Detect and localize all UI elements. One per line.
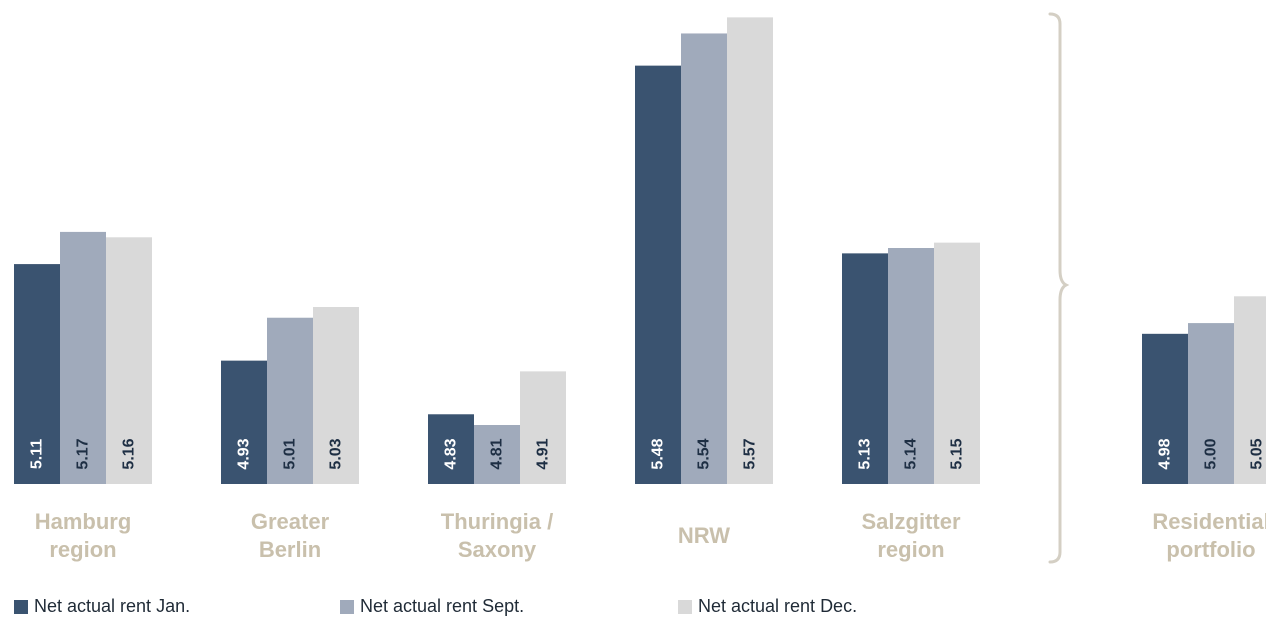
legend-label-sept: Net actual rent Sept.	[360, 596, 525, 616]
category-label-0-line-1: region	[49, 537, 116, 562]
category-label-2-line-0: Thuringia /	[441, 509, 553, 534]
bar-value-label-dec-2: 4.91	[535, 438, 552, 469]
bar-value-label-jan-0: 5.11	[29, 439, 46, 469]
bar-value-label-sept-3: 5.54	[696, 438, 713, 469]
bar-value-label-dec-1: 5.03	[328, 438, 345, 469]
bar-value-label-dec-4: 5.15	[949, 438, 966, 469]
bar-value-label-jan-3: 5.48	[650, 438, 667, 469]
category-label-2-line-1: Saxony	[458, 537, 537, 562]
bar-sept-1	[267, 317, 313, 484]
bar-value-label-sept-2: 4.81	[489, 438, 506, 469]
legend-swatch-dec	[678, 599, 692, 614]
bar-jan-4	[842, 253, 888, 484]
bar-value-label-jan-4: 5.13	[857, 438, 874, 469]
bar-value-label-jan-1: 4.93	[236, 438, 253, 469]
bar-jan-3	[635, 65, 681, 485]
bar-value-label-dec-0: 5.16	[121, 438, 138, 469]
bar-dec-3	[727, 17, 773, 484]
chart-legend: Net actual rent Jan. Net actual rent Sep…	[14, 596, 1254, 620]
category-label-4-line-1: region	[877, 537, 944, 562]
category-label-0-line-0: Hamburg	[35, 509, 132, 534]
bar-dec-0	[106, 237, 152, 484]
bar-jan-1	[221, 360, 267, 484]
bars-layer: 5.11 5.17 5.16 4.93 5.01 5.03 4.83 4.81 4.91 5.48…	[14, 17, 1266, 485]
bar-sept-5	[1188, 323, 1234, 484]
category-label-3-line-0: NRW	[678, 523, 730, 548]
bar-value-label-sept-4: 5.14	[903, 438, 920, 469]
bar-value-label-sept-1: 5.01	[282, 438, 299, 469]
category-label-5-line-0: Residential	[1152, 509, 1266, 534]
bar-dec-4	[934, 242, 980, 484]
bar-dec-2	[520, 371, 566, 484]
bar-value-label-jan-5: 4.98	[1157, 438, 1174, 469]
bar-value-label-dec-3: 5.57	[742, 438, 759, 469]
bar-sept-3	[681, 33, 727, 485]
rent-bar-chart: 5.11 5.17 5.16 4.93 5.01 5.03 4.83 4.81 4.91 5.48…	[14, 12, 1266, 564]
legend-label-dec: Net actual rent Dec.	[698, 596, 858, 616]
category-label-4-line-0: Salzgitter	[861, 509, 960, 534]
category-label-5-line-1: portfolio	[1166, 537, 1255, 562]
bar-dec-5	[1234, 296, 1266, 484]
legend-item-dec: Net actual rent Dec.	[678, 596, 857, 617]
legend-swatch-sept	[340, 599, 354, 614]
legend-swatch-jan	[14, 599, 28, 614]
legend-item-sept: Net actual rent Sept.	[340, 596, 524, 617]
bar-sept-2	[474, 425, 520, 484]
bar-jan-5	[1142, 333, 1188, 484]
category-label-1-line-1: Berlin	[259, 537, 321, 562]
bar-value-label-sept-0: 5.17	[75, 438, 92, 469]
bar-sept-0	[60, 231, 106, 484]
bar-jan-0	[14, 264, 60, 484]
category-label-1-line-0: Greater	[251, 509, 330, 534]
bar-jan-2	[428, 414, 474, 484]
bar-value-label-sept-5: 5.00	[1203, 438, 1220, 469]
grouping-brace	[1048, 12, 1070, 564]
category-labels-layer: Hamburg region Greater Berlin Thuringia / Sax…	[35, 509, 1266, 562]
legend-item-jan: Net actual rent Jan.	[14, 596, 190, 617]
bar-dec-1	[313, 307, 359, 484]
bar-value-label-jan-2: 4.83	[443, 438, 460, 469]
bar-value-label-dec-5: 5.05	[1249, 438, 1266, 469]
bar-sept-4	[888, 248, 934, 484]
legend-label-jan: Net actual rent Jan.	[34, 596, 191, 616]
